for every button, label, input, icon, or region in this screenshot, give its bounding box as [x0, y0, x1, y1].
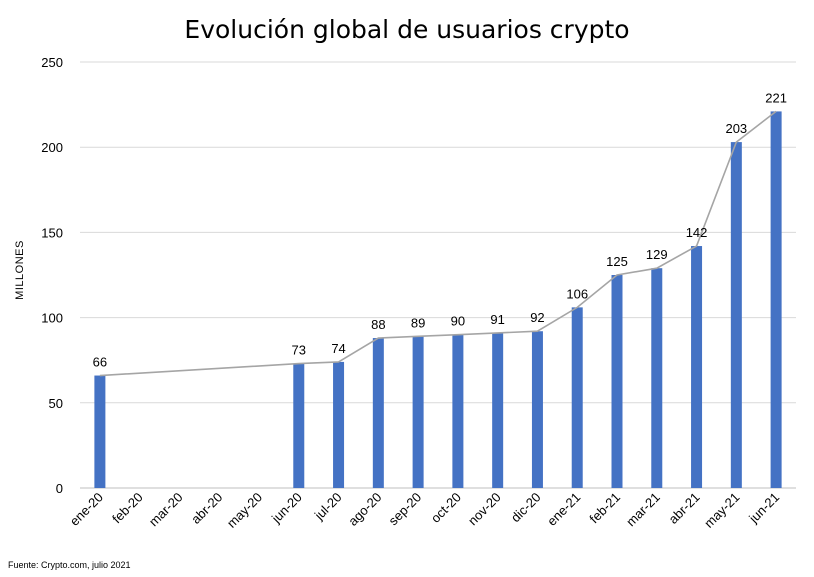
- x-tick-label: jun-21: [745, 490, 782, 527]
- data-label: 129: [646, 247, 668, 262]
- x-tick-label: ago-20: [345, 490, 384, 529]
- chart-title: Evolución global de usuarios crypto: [184, 15, 629, 44]
- y-tick-label: 150: [41, 225, 63, 240]
- bar: [293, 363, 305, 488]
- x-tick-label: nov-20: [465, 490, 504, 529]
- x-tick-label: oct-20: [428, 490, 464, 526]
- data-label: 89: [411, 315, 425, 330]
- bar: [412, 336, 424, 488]
- data-label: 73: [292, 343, 306, 358]
- bar: [452, 334, 464, 488]
- bar: [691, 246, 703, 488]
- data-label: 92: [530, 310, 544, 325]
- data-label: 90: [451, 314, 465, 329]
- bar: [651, 268, 663, 488]
- data-label: 91: [490, 312, 504, 327]
- bar: [571, 307, 583, 488]
- y-tick-label: 50: [49, 396, 63, 411]
- y-tick-label: 0: [56, 481, 63, 496]
- bar: [372, 338, 384, 488]
- bar: [531, 331, 543, 488]
- x-tick-label: dic-20: [508, 490, 544, 526]
- data-label: 66: [93, 355, 107, 370]
- data-labels: 66 73 74 88 89 90 91 92 106 125 129 142 203 221: [93, 90, 787, 369]
- x-tick-label: sep-20: [386, 490, 425, 529]
- x-tick-label: ene-20: [67, 490, 106, 529]
- y-axis-label: MILLONES: [14, 240, 26, 300]
- x-tick-label: feb-21: [586, 490, 623, 527]
- source-note: Fuente: Crypto.com, julio 2021: [8, 560, 131, 570]
- bars: [94, 111, 782, 488]
- x-tick-label: may-21: [701, 490, 742, 531]
- y-axis-ticks: 0 50 100 150 200 250: [41, 55, 63, 496]
- x-tick-label: abr-20: [188, 490, 225, 527]
- gridlines: [80, 61, 796, 489]
- x-tick-label: mar-21: [623, 490, 663, 530]
- data-label: 106: [566, 286, 588, 301]
- x-tick-label: ene-21: [544, 490, 583, 529]
- x-tick-label: feb-20: [109, 490, 146, 527]
- x-tick-label: jun-20: [268, 490, 305, 527]
- y-tick-label: 200: [41, 140, 63, 155]
- bar: [730, 142, 742, 488]
- data-label: 74: [331, 341, 345, 356]
- x-tick-label: jul-20: [311, 490, 345, 524]
- x-tick-label: mar-20: [146, 490, 186, 530]
- data-label: 221: [765, 90, 787, 105]
- data-label: 142: [686, 225, 708, 240]
- data-label: 203: [725, 121, 747, 136]
- data-label: 88: [371, 317, 385, 332]
- bar: [94, 375, 106, 488]
- trend-line: [99, 110, 777, 377]
- y-tick-label: 100: [41, 311, 63, 326]
- x-tick-label: abr-21: [665, 490, 702, 527]
- x-tick-label: may-20: [224, 490, 265, 531]
- bar: [333, 361, 345, 488]
- bar: [770, 111, 782, 488]
- bar: [611, 275, 623, 488]
- y-tick-label: 250: [41, 55, 63, 70]
- bar: [492, 332, 504, 488]
- data-label: 125: [606, 254, 628, 269]
